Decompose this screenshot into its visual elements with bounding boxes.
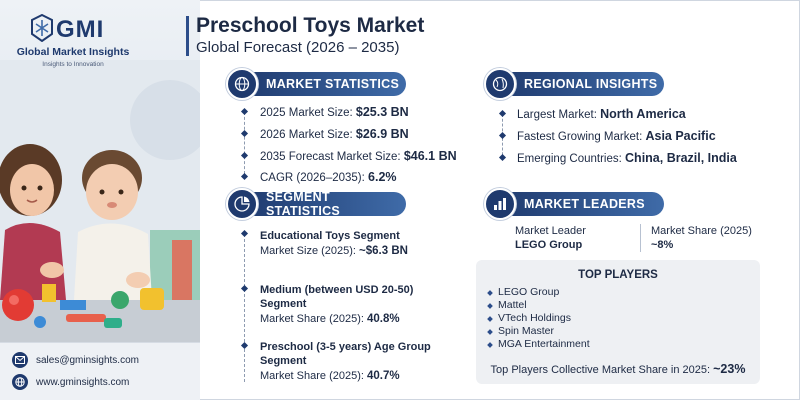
- list-bullet: [487, 290, 493, 296]
- market-statistics-timeline: [244, 112, 245, 174]
- segment-educational-value: Market Size (2025): ~$6.3 BN: [260, 245, 408, 257]
- market-leader-value: LEGO Group: [515, 239, 583, 251]
- region-row-largest: Largest Market: North America: [517, 107, 686, 121]
- stat-row-2026: 2026 Market Size: $26.9 BN: [260, 127, 409, 141]
- web-globe-icon: [12, 374, 28, 390]
- region-row-emerging: Emerging Countries: China, Brazil, India: [517, 151, 737, 165]
- top-player-item: Mattel: [498, 299, 527, 311]
- contact-panel: sales@gminsights.com www.gminsights.com: [0, 342, 200, 400]
- brand-name: Global Market Insights: [16, 46, 130, 58]
- top-player-item: VTech Holdings: [498, 312, 571, 324]
- list-bullet: [487, 342, 493, 348]
- segment-icon: [226, 188, 258, 220]
- globe-chart-icon: [226, 68, 258, 100]
- contact-website[interactable]: www.gminsights.com: [36, 376, 130, 388]
- market-leaders-header: MARKET LEADERS: [484, 188, 664, 220]
- market-statistics-heading: MARKET STATISTICS: [240, 72, 406, 96]
- market-share-label: Market Share (2025): [651, 225, 752, 237]
- market-leader-label: Market Leader: [515, 225, 586, 237]
- gmi-logo-icon: [31, 14, 53, 42]
- contact-email[interactable]: sales@gminsights.com: [36, 354, 139, 366]
- stat-row-2025: 2025 Market Size: $25.3 BN: [260, 105, 409, 119]
- regional-insights-heading: REGIONAL INSIGHTS: [498, 72, 664, 96]
- market-share-value: ~8%: [651, 239, 674, 251]
- logo-text: GMI: [56, 16, 105, 43]
- segment-preschool-value: Market Share (2025): 40.7%: [260, 370, 400, 382]
- segment-timeline: [244, 234, 245, 382]
- email-icon: [12, 352, 28, 368]
- hero-photo: [0, 0, 200, 400]
- segment-statistics-heading: SEGMENT STATISTICS: [240, 190, 406, 218]
- leaders-chart-icon: [484, 188, 516, 220]
- stat-row-2035: 2035 Forecast Market Size: $46.1 BN: [260, 149, 457, 163]
- market-leader-block: Market Leader LEGO Group: [515, 224, 586, 252]
- list-bullet: [487, 329, 493, 335]
- regional-insights-header: REGIONAL INSIGHTS: [484, 68, 664, 100]
- stat-row-cagr: CAGR (2026–2035): 6.2%: [260, 170, 397, 184]
- top-player-item: MGA Entertainment: [498, 338, 590, 350]
- page-subtitle: Global Forecast (2026 – 2035): [196, 39, 400, 56]
- leaders-divider: [640, 224, 641, 252]
- region-row-fastest: Fastest Growing Market: Asia Pacific: [517, 129, 716, 143]
- contact-email-row[interactable]: sales@gminsights.com: [12, 352, 139, 368]
- segment-medium-title: Medium (between USD 20-50) Segment: [260, 284, 414, 310]
- top-players-panel: TOP PLAYERS LEGO Group Mattel VTech Hold…: [476, 260, 760, 384]
- top-players-collective-share: Top Players Collective Market Share in 2…: [490, 362, 746, 376]
- market-leaders-heading: MARKET LEADERS: [498, 192, 664, 216]
- brand-tagline: Insights to Innovation: [42, 61, 104, 68]
- list-bullet: [487, 316, 493, 322]
- segment-medium-value: Market Share (2025): 40.8%: [260, 313, 400, 325]
- market-statistics-header: MARKET STATISTICS: [226, 68, 406, 100]
- segment-preschool-title: Preschool (3-5 years) Age Group Segment: [260, 341, 431, 367]
- segment-statistics-header: SEGMENT STATISTICS: [226, 188, 406, 220]
- page-title: Preschool Toys Market: [196, 14, 425, 37]
- top-players-heading: TOP PLAYERS: [578, 269, 658, 281]
- segment-educational-title: Educational Toys Segment: [260, 230, 400, 242]
- market-share-block: Market Share (2025) ~8%: [651, 224, 752, 252]
- top-player-item: LEGO Group: [498, 286, 560, 298]
- title-accent-bar: [186, 16, 189, 56]
- globe-icon: [484, 68, 516, 100]
- contact-website-row[interactable]: www.gminsights.com: [12, 374, 129, 390]
- list-bullet: [487, 303, 493, 309]
- children-playing-illustration: [0, 60, 200, 345]
- top-player-item: Spin Master: [498, 325, 555, 337]
